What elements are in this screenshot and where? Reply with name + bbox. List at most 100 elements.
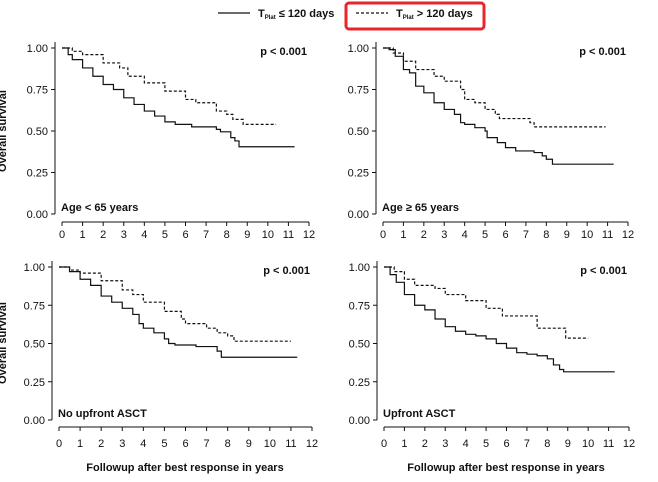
legend-label-solid: TPlat ≤ 120 days (258, 8, 334, 21)
survival-curve-solid (62, 47, 295, 148)
survival-curve-dashed (62, 47, 277, 125)
x-tick-label: 2 (422, 438, 428, 450)
y-tick-label: 0.50 (24, 339, 45, 351)
panel-1: 0.000.250.500.751.000 1 2 3 4 5 6 7 8 9 10 11 12p < … (27, 42, 315, 241)
x-tick-label: 7 (523, 229, 529, 241)
x-tick-label: 4 (463, 438, 469, 450)
y-tick-label: 0.25 (349, 377, 370, 389)
x-tick-label: 1 (400, 229, 406, 241)
x-tick-label: 8 (543, 229, 549, 241)
x-tick-label: 0 (381, 438, 387, 450)
survival-curve-dashed (383, 47, 606, 128)
x-tick-label: 5 (162, 229, 168, 241)
x-tick-label: 9 (246, 438, 252, 450)
y-tick-label: 0.50 (349, 339, 370, 351)
p-value: p < 0.001 (579, 46, 626, 58)
x-tick-label: 1 (80, 229, 86, 241)
p-value: p < 0.001 (260, 46, 307, 58)
x-tick-label: 11 (602, 229, 613, 241)
survival-curve-solid (383, 47, 614, 165)
survival-curve-solid (384, 266, 615, 373)
y-tick-label: 0.75 (348, 85, 369, 97)
legend-highlight-box (344, 1, 486, 31)
x-tick-label: 5 (161, 438, 167, 450)
x-tick-label: 3 (121, 229, 127, 241)
legend-label-dashed: TPlat > 120 days (396, 8, 473, 21)
y-axis-label-top: Overall survival (0, 90, 9, 172)
y-tick-label: 0.00 (24, 415, 45, 427)
p-value: p < 0.001 (580, 265, 627, 277)
x-tick-label: 2 (421, 229, 427, 241)
panel-3: 0.000.250.500.751.000 1 2 3 4 5 6 7 8 9 10 11 12p < … (24, 261, 318, 450)
y-tick-label: 0.25 (348, 168, 369, 180)
x-tick-label: 7 (203, 229, 209, 241)
x-tick-label: 3 (442, 438, 448, 450)
x-tick-label: 0 (59, 229, 65, 241)
x-axis-label-left: Followup after best response in years (86, 462, 283, 474)
x-tick-label: 9 (565, 438, 571, 450)
panel-annotation: Upfront ASCT (383, 408, 456, 420)
y-axis-label-bottom: Overall survival (0, 302, 9, 384)
survival-curve-dashed (59, 266, 291, 342)
y-tick-label: 0.00 (348, 209, 369, 221)
x-axis-label-right: Followup after best response in years (407, 462, 604, 474)
x-tick-label: 12 (622, 229, 634, 241)
x-tick-label: 6 (182, 229, 188, 241)
x-tick-label: 11 (603, 438, 614, 450)
y-tick-label: 0.75 (349, 300, 370, 312)
x-tick-label: 4 (140, 438, 146, 450)
x-tick-label: 7 (204, 438, 210, 450)
panel-annotation: No upfront ASCT (58, 408, 147, 420)
x-tick-label: 2 (100, 229, 106, 241)
x-tick-label: 6 (502, 229, 508, 241)
x-tick-label: 2 (98, 438, 104, 450)
x-tick-label: 1 (401, 438, 407, 450)
y-tick-label: 0.50 (27, 126, 48, 138)
x-tick-label: 4 (462, 229, 468, 241)
x-tick-label: 0 (56, 438, 62, 450)
legend: TPlat ≤ 120 days TPlat > 120 days (218, 1, 486, 31)
x-tick-label: 12 (306, 438, 318, 450)
x-tick-label: 6 (182, 438, 188, 450)
survival-curve-solid (59, 266, 298, 358)
x-tick-label: 8 (224, 229, 230, 241)
y-tick-label: 0.75 (27, 85, 48, 97)
x-tick-label: 12 (623, 438, 635, 450)
x-tick-label: 11 (285, 438, 296, 450)
y-tick-label: 1.00 (348, 43, 369, 55)
y-tick-label: 0.00 (349, 415, 370, 427)
x-tick-label: 12 (303, 229, 315, 241)
x-tick-label: 8 (544, 438, 550, 450)
x-tick-label: 7 (524, 438, 530, 450)
y-tick-label: 0.00 (27, 209, 48, 221)
x-tick-label: 9 (564, 229, 570, 241)
x-tick-label: 8 (225, 438, 231, 450)
y-tick-label: 0.75 (24, 300, 45, 312)
x-tick-label: 3 (441, 229, 447, 241)
x-tick-label: 4 (141, 229, 147, 241)
p-value: p < 0.001 (263, 265, 310, 277)
panel-annotation: Age ≥ 65 years (382, 202, 459, 214)
y-tick-label: 0.50 (348, 126, 369, 138)
x-tick-label: 6 (503, 438, 509, 450)
y-tick-label: 1.00 (349, 262, 370, 274)
x-tick-label: 1 (77, 438, 83, 450)
x-tick-label: 5 (482, 229, 488, 241)
panel-annotation: Age < 65 years (61, 202, 138, 214)
y-tick-label: 0.25 (24, 377, 45, 389)
x-tick-label: 9 (244, 229, 250, 241)
x-tick-label: 3 (119, 438, 125, 450)
x-tick-label: 10 (262, 229, 274, 241)
y-tick-label: 1.00 (27, 43, 48, 55)
x-tick-label: 0 (380, 229, 386, 241)
y-tick-label: 0.25 (27, 168, 48, 180)
panel-2: 0.000.250.500.751.000 1 2 3 4 5 6 7 8 9 10 11 12p < … (348, 42, 634, 241)
x-tick-label: 10 (582, 438, 594, 450)
x-tick-label: 10 (264, 438, 276, 450)
x-tick-label: 10 (581, 229, 593, 241)
y-tick-label: 1.00 (24, 262, 45, 274)
panel-4: 0.000.250.500.751.000 1 2 3 4 5 6 7 8 9 10 11 12p < … (349, 261, 635, 450)
x-tick-label: 5 (483, 438, 489, 450)
x-tick-label: 11 (283, 229, 294, 241)
